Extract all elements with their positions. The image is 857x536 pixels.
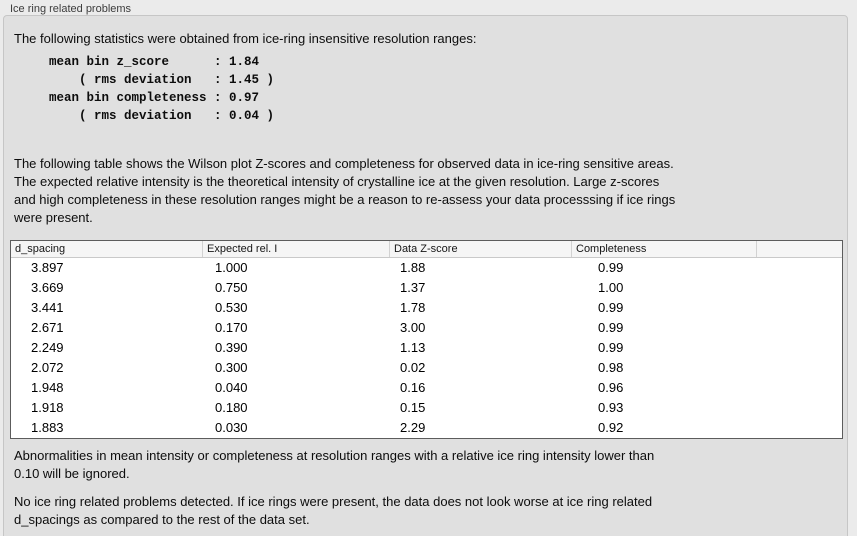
table-cell: 0.16 [400,380,426,395]
table-row[interactable]: 3.441 0.530 1.78 0.99 [11,298,842,318]
table-body: 3.897 1.000 1.88 0.99 3.669 0.750 1.37 1.00 3.44… [11,258,842,438]
table-cell: 3.897 [31,260,64,275]
table-row[interactable]: 2.249 0.390 1.13 0.99 [11,338,842,358]
table-cell: 2.29 [400,420,426,435]
table-cell: 0.02 [400,360,426,375]
table-cell: 0.030 [215,420,248,435]
table-cell: 0.93 [598,400,624,415]
table-cell: 0.040 [215,380,248,395]
column-header-d-spacing[interactable]: d_spacing [11,241,203,257]
table-cell: 0.99 [598,300,624,315]
conclusion-text: No ice ring related problems detected. I… [14,494,653,527]
table-header: d_spacing Expected rel. I Data Z-score Comp… [11,241,842,258]
table-cell: 0.180 [215,400,248,415]
table-row[interactable]: 2.072 0.300 0.02 0.98 [11,358,842,378]
table-row[interactable]: 1.883 0.030 2.29 0.92 [11,418,842,438]
column-header-blank[interactable] [757,241,842,257]
table-cell: 3.00 [400,320,426,335]
column-header-completeness[interactable]: Completeness [572,241,757,257]
table-row[interactable]: 1.948 0.040 0.16 0.96 [11,378,842,398]
table-cell: 0.390 [215,340,248,355]
table-cell: 3.669 [31,280,64,295]
table-cell: 0.96 [598,380,624,395]
table-cell: 3.441 [31,300,64,315]
table-cell: 1.13 [400,340,426,355]
table-cell: 1.00 [598,280,624,295]
table-row[interactable]: 2.671 0.170 3.00 0.99 [11,318,842,338]
table-cell: 0.750 [215,280,248,295]
table-cell: 0.99 [598,320,624,335]
table-cell: 0.530 [215,300,248,315]
table-cell: 0.170 [215,320,248,335]
table-cell: 1.88 [400,260,426,275]
table-cell: 0.300 [215,360,248,375]
panel-title: Ice ring related problems [10,3,132,15]
table-cell: 0.99 [598,260,624,275]
column-header-expected-rel-i[interactable]: Expected rel. I [203,241,390,257]
table-cell: 2.249 [31,340,64,355]
table-cell: 1.37 [400,280,426,295]
table-row[interactable]: 1.918 0.180 0.15 0.93 [11,398,842,418]
table-cell: 2.671 [31,320,64,335]
table-cell: 0.92 [598,420,624,435]
table-cell: 1.78 [400,300,426,315]
intro-text: The following statistics were obtained f… [14,31,477,46]
table-cell: 1.883 [31,420,64,435]
stats-block: mean bin z_score : 1.84 ( rms deviation … [49,55,275,123]
ignored-note-text: Abnormalities in mean intensity or compl… [14,448,655,481]
table-cell: 1.000 [215,260,248,275]
table-cell: 1.948 [31,380,64,395]
table-description: The following table shows the Wilson plo… [14,156,676,225]
table-row[interactable]: 3.897 1.000 1.88 0.99 [11,258,842,278]
table-cell: 2.072 [31,360,64,375]
column-header-data-z-score[interactable]: Data Z-score [390,241,572,257]
table-cell: 0.98 [598,360,624,375]
ice-ring-table: d_spacing Expected rel. I Data Z-score Comp… [10,240,843,439]
table-cell: 0.15 [400,400,426,415]
table-row[interactable]: 3.669 0.750 1.37 1.00 [11,278,842,298]
table-cell: 1.918 [31,400,64,415]
table-cell: 0.99 [598,340,624,355]
